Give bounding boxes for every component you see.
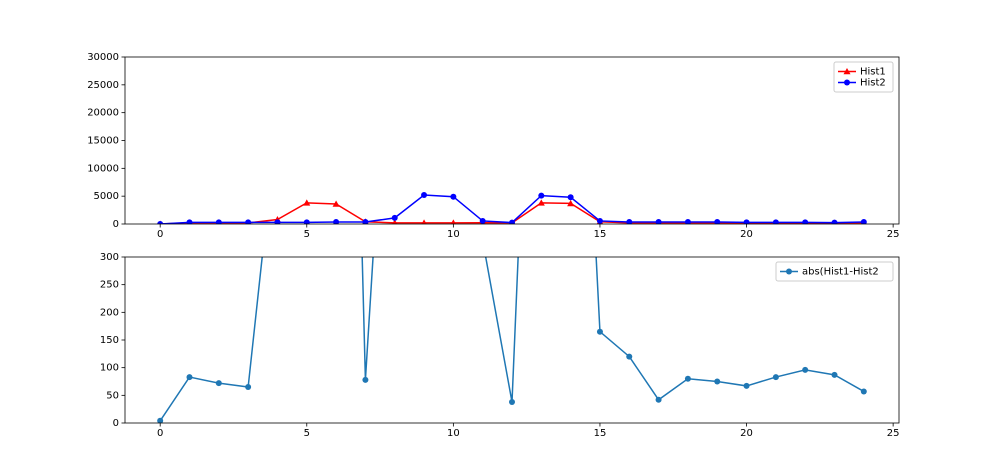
marker	[626, 353, 633, 360]
marker	[860, 388, 867, 395]
marker	[537, 199, 545, 206]
marker	[567, 199, 575, 207]
y-tick-label: 250	[100, 280, 119, 291]
y-tick-label: 50	[106, 390, 119, 401]
marker	[567, 194, 574, 201]
x-tick-label: 15	[594, 229, 607, 240]
marker	[714, 219, 721, 224]
x-tick-label: 25	[887, 428, 900, 439]
x-tick-label: 10	[447, 428, 460, 439]
marker	[655, 396, 662, 403]
marker	[245, 219, 252, 224]
marker	[450, 219, 456, 224]
plot-area	[157, 192, 867, 224]
legend-marker	[786, 268, 792, 275]
marker	[626, 219, 633, 224]
marker	[596, 328, 603, 335]
legend-label: Hist1	[860, 67, 886, 78]
marker	[245, 384, 252, 391]
marker	[831, 219, 838, 224]
x-tick-label: 25	[887, 229, 900, 240]
marker	[831, 371, 838, 378]
marker	[480, 237, 486, 243]
marker	[303, 219, 310, 224]
marker	[743, 219, 750, 224]
y-tick-label: 10000	[87, 163, 119, 174]
marker	[772, 219, 779, 224]
legend-label: abs(Hist1-Hist2	[802, 267, 879, 278]
axes-frame	[124, 56, 900, 225]
marker	[684, 375, 691, 382]
marker	[743, 382, 750, 389]
marker	[274, 113, 280, 119]
y-tick-label: 25000	[87, 80, 119, 91]
marker	[157, 417, 164, 423]
y-tick-label: 0	[113, 219, 119, 230]
marker	[655, 219, 662, 224]
x-tick-label: 0	[157, 428, 163, 439]
marker	[215, 219, 222, 224]
marker	[684, 219, 691, 224]
marker	[274, 219, 281, 224]
marker	[509, 398, 515, 405]
y-tick-label: 5000	[94, 191, 119, 202]
marker	[215, 380, 222, 387]
x-tick-label: 5	[304, 229, 310, 240]
marker	[802, 219, 809, 224]
marker	[802, 366, 809, 373]
marker	[596, 217, 603, 224]
y-tick-label: 15000	[87, 136, 119, 147]
legend-marker	[844, 79, 850, 86]
marker	[450, 193, 457, 200]
x-tick-label: 20	[740, 428, 753, 439]
x-tick-label: 0	[157, 229, 163, 240]
y-tick-label: 100	[100, 363, 119, 374]
marker	[392, 219, 398, 224]
legend-marker	[843, 68, 851, 75]
legend-box	[775, 261, 894, 282]
marker	[157, 221, 164, 224]
marker	[714, 378, 721, 385]
y-tick-label: 30000	[87, 52, 119, 63]
marker	[332, 200, 340, 207]
marker	[538, 192, 545, 199]
marker	[421, 219, 427, 224]
marker	[303, 199, 311, 206]
y-tick-label: 300	[100, 252, 119, 263]
x-tick-label: 5	[304, 428, 310, 439]
marker	[860, 219, 867, 224]
marker	[772, 374, 779, 381]
marker	[479, 217, 486, 224]
y-tick-label: 200	[100, 307, 119, 318]
x-tick-label: 10	[447, 229, 460, 240]
marker	[186, 374, 193, 381]
marker	[509, 219, 515, 224]
x-tick-label: 20	[740, 229, 753, 240]
series-line	[159, 257, 865, 422]
marker	[362, 376, 369, 383]
marker	[186, 219, 193, 224]
marker	[391, 214, 398, 221]
marker	[421, 192, 428, 199]
y-tick-label: 0	[113, 418, 119, 429]
legend-label: Hist2	[860, 78, 886, 89]
plot-area	[157, 113, 867, 423]
y-tick-label: 20000	[87, 108, 119, 119]
marker	[362, 219, 369, 224]
marker	[333, 219, 340, 224]
y-tick-label: 150	[100, 335, 119, 346]
x-tick-label: 15	[594, 428, 607, 439]
